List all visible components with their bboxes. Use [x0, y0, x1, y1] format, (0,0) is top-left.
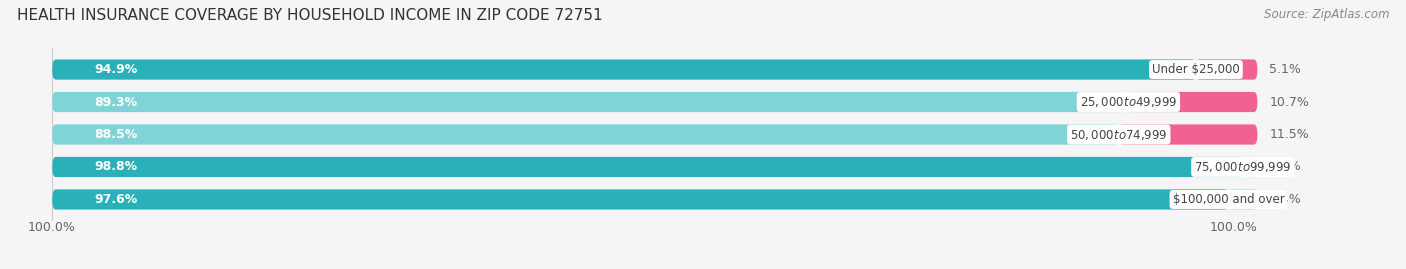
FancyBboxPatch shape [52, 189, 1257, 210]
Text: $25,000 to $49,999: $25,000 to $49,999 [1080, 95, 1177, 109]
FancyBboxPatch shape [52, 189, 1229, 210]
Text: 11.5%: 11.5% [1270, 128, 1309, 141]
FancyBboxPatch shape [1129, 92, 1257, 112]
Text: 89.3%: 89.3% [94, 95, 138, 108]
FancyBboxPatch shape [1119, 125, 1257, 144]
FancyBboxPatch shape [52, 125, 1119, 144]
FancyBboxPatch shape [52, 59, 1257, 80]
Text: 100.0%: 100.0% [1209, 221, 1257, 233]
Text: 98.8%: 98.8% [94, 161, 138, 174]
Text: $75,000 to $99,999: $75,000 to $99,999 [1194, 160, 1292, 174]
Text: 10.7%: 10.7% [1270, 95, 1309, 108]
Text: Under $25,000: Under $25,000 [1152, 63, 1240, 76]
Text: Source: ZipAtlas.com: Source: ZipAtlas.com [1264, 8, 1389, 21]
Text: HEALTH INSURANCE COVERAGE BY HOUSEHOLD INCOME IN ZIP CODE 72751: HEALTH INSURANCE COVERAGE BY HOUSEHOLD I… [17, 8, 603, 23]
Text: $100,000 and over: $100,000 and over [1173, 193, 1284, 206]
FancyBboxPatch shape [1229, 189, 1257, 210]
Text: 94.9%: 94.9% [94, 63, 138, 76]
FancyBboxPatch shape [52, 157, 1257, 177]
Text: 1.2%: 1.2% [1270, 161, 1301, 174]
FancyBboxPatch shape [52, 92, 1257, 112]
FancyBboxPatch shape [52, 92, 1129, 112]
Text: 100.0%: 100.0% [28, 221, 76, 233]
FancyBboxPatch shape [52, 125, 1257, 144]
FancyBboxPatch shape [1243, 157, 1257, 177]
Text: 88.5%: 88.5% [94, 128, 138, 141]
Text: 97.6%: 97.6% [94, 193, 138, 206]
FancyBboxPatch shape [52, 59, 1197, 80]
FancyBboxPatch shape [1197, 59, 1257, 80]
FancyBboxPatch shape [52, 157, 1243, 177]
Text: 2.4%: 2.4% [1270, 193, 1301, 206]
Text: $50,000 to $74,999: $50,000 to $74,999 [1070, 128, 1167, 141]
Text: 5.1%: 5.1% [1270, 63, 1302, 76]
